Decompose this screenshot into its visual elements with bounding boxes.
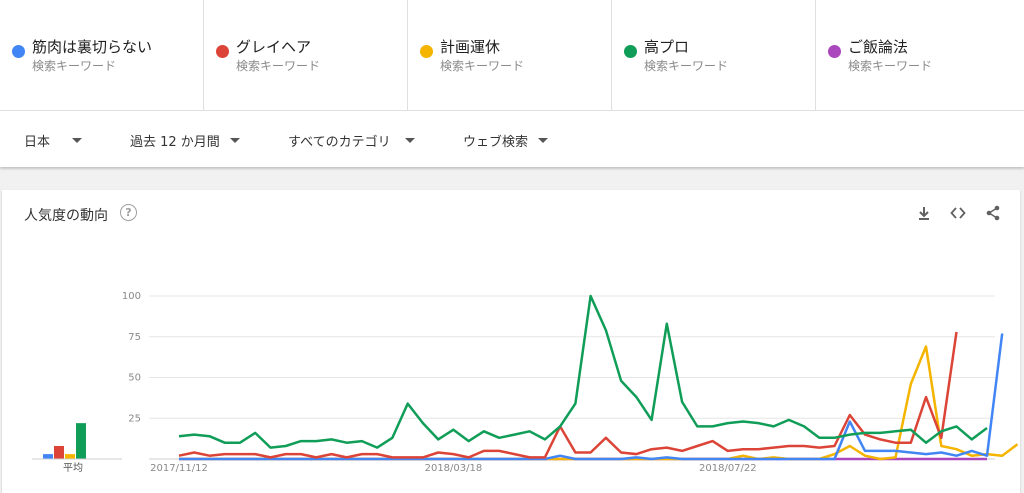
search-terms-bar: 筋肉は裏切らない 検索キーワード グレイヘア 検索キーワード 計画運休 検索キー…	[0, 0, 1024, 111]
help-circle-icon[interactable]: ?	[120, 204, 137, 221]
region-dropdown[interactable]: 日本	[24, 131, 83, 150]
card-title: 人気度の動向	[24, 208, 108, 224]
series-line-2	[178, 331, 958, 459]
search-type-dropdown[interactable]: ウェブ検索	[463, 131, 549, 150]
period-dropdown[interactable]: 過去 12 か月間	[130, 131, 240, 150]
x-tick-label: 2017/11/12	[150, 463, 208, 474]
term-name[interactable]: 筋肉は裏切らない	[32, 38, 153, 56]
filter-bar: 日本 過去 12 か月間 すべてのカテゴリ ウェブ検索	[0, 111, 1024, 167]
term-type: 検索キーワード	[236, 59, 321, 73]
x-tick-label: 2018/03/18	[425, 463, 483, 474]
average-bar-3	[65, 454, 75, 459]
term-card-2[interactable]: グレイヘア 検索キーワード	[204, 0, 408, 110]
term-card-5[interactable]: ご飯論法 検索キーワード	[816, 0, 1024, 110]
term-card-3[interactable]: 計画運休 検索キーワード	[408, 0, 612, 110]
term-type: 検索キーワード	[440, 59, 525, 73]
y-tick-label: 75	[128, 332, 141, 343]
term-name[interactable]: ご飯論法	[848, 38, 909, 56]
series-line-4	[178, 294, 988, 449]
term-type: 検索キーワード	[848, 59, 933, 73]
average-bar-2	[54, 445, 64, 459]
search-type-label: ウェブ検索	[463, 135, 529, 150]
x-tick-label: 2018/07/22	[699, 463, 757, 474]
embed-code-icon[interactable]	[950, 205, 966, 221]
period-label: 過去 12 か月間	[130, 135, 220, 150]
download-icon[interactable]	[916, 205, 932, 221]
term-name[interactable]: 高プロ	[644, 38, 690, 56]
chevron-down-icon	[72, 138, 83, 143]
average-bars: 平均	[32, 423, 122, 474]
average-bar-1	[43, 454, 53, 459]
chevron-down-icon	[538, 138, 549, 143]
chevron-down-icon	[404, 138, 415, 143]
term-card-1[interactable]: 筋肉は裏切らない 検索キーワード	[0, 0, 204, 110]
y-tick-label: 100	[122, 291, 141, 302]
series-line-1	[179, 333, 1004, 461]
trend-chart: 平均 25 50 75 100 2017/11/12 2018/03/18 2018/07…	[32, 291, 1019, 474]
term-color-dot	[420, 45, 433, 58]
x-axis-labels: 2017/11/12 2018/03/18 2018/07/22	[150, 463, 756, 474]
y-tick-label: 50	[128, 373, 141, 384]
term-type: 検索キーワード	[32, 59, 117, 73]
chart-lines	[178, 294, 1019, 461]
share-icon[interactable]	[985, 205, 1001, 221]
term-color-dot	[828, 45, 841, 58]
category-dropdown[interactable]: すべてのカテゴリ	[288, 131, 415, 150]
term-type: 検索キーワード	[644, 59, 729, 73]
chevron-down-icon	[229, 138, 240, 143]
region-label: 日本	[24, 135, 51, 150]
average-label: 平均	[63, 462, 83, 474]
term-name[interactable]: 計画運休	[440, 38, 501, 56]
term-color-dot	[216, 45, 229, 58]
term-color-dot	[624, 45, 637, 58]
category-label: すべてのカテゴリ	[288, 135, 391, 150]
term-card-4[interactable]: 高プロ 検索キーワード	[612, 0, 816, 110]
term-name[interactable]: グレイヘア	[236, 38, 312, 56]
average-bar-4	[76, 423, 86, 459]
term-color-dot	[12, 45, 25, 58]
y-tick-label: 25	[128, 413, 141, 424]
interest-over-time-card: 人気度の動向 ? 平均 25 50 75 100 2017/11/12 2018/03/…	[2, 190, 1020, 493]
